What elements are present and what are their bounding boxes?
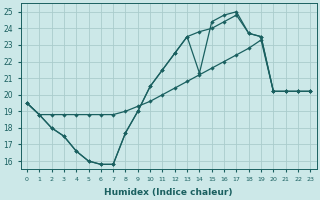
X-axis label: Humidex (Indice chaleur): Humidex (Indice chaleur) [104,188,233,197]
